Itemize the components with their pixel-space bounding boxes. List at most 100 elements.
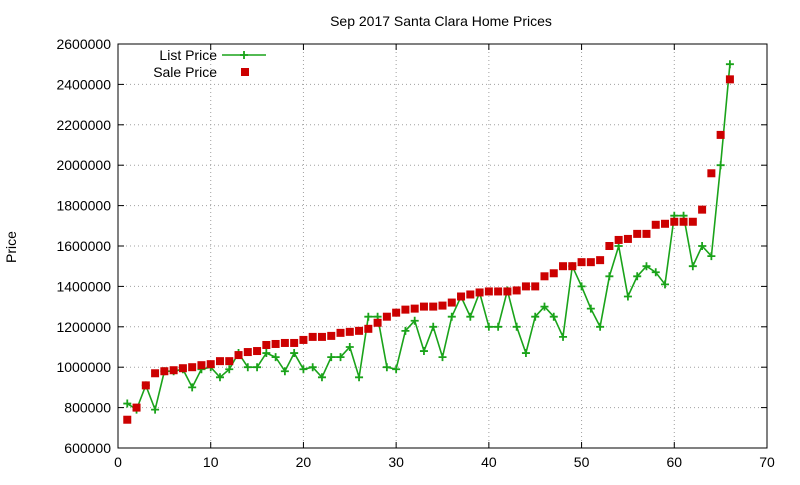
x-tick-label: 0 — [114, 454, 122, 470]
sale-price-point — [345, 327, 354, 336]
sale-price-point — [725, 75, 734, 84]
sale-price-point — [132, 403, 141, 412]
list-price-point — [707, 252, 716, 261]
list-price-point — [299, 365, 308, 374]
y-tick-label: 1800000 — [56, 198, 111, 214]
y-tick-label: 2200000 — [56, 117, 111, 133]
sale-price-point — [392, 308, 401, 317]
sale-price-point — [559, 262, 568, 271]
sale-price-point — [123, 415, 132, 424]
sale-price-point — [327, 331, 336, 340]
sale-price-point — [642, 229, 651, 238]
list-price-point — [355, 373, 364, 382]
list-price-point — [345, 343, 354, 351]
list-price-point — [290, 349, 299, 358]
list-price-point — [336, 353, 345, 362]
x-tick-label: 20 — [296, 454, 312, 470]
list-price-point — [623, 292, 632, 301]
list-price-point — [401, 326, 410, 335]
list-price-point — [280, 367, 289, 376]
sale-price-point — [531, 282, 540, 291]
sale-price-point — [382, 312, 391, 321]
sale-price-point — [234, 351, 243, 360]
sale-price-point — [290, 338, 299, 347]
sale-price-point — [151, 369, 160, 378]
list-price-point — [410, 316, 419, 325]
sale-price-point — [661, 219, 670, 228]
sale-price-point — [271, 339, 280, 348]
list-price-point — [577, 282, 586, 291]
list-price-point — [188, 383, 197, 392]
list-price-point — [308, 363, 317, 372]
sale-price-point — [614, 235, 623, 244]
sale-price-point — [484, 287, 493, 296]
sale-price-point — [447, 298, 456, 307]
list-price-point — [651, 268, 660, 277]
list-price-point — [559, 332, 568, 341]
sale-price-point — [206, 360, 215, 369]
list-price-point — [225, 365, 234, 374]
list-price-point — [271, 353, 280, 362]
list-price-point — [549, 312, 558, 321]
y-tick-label: 1600000 — [56, 238, 111, 254]
list-price-line — [126, 64, 731, 413]
list-price-point — [642, 262, 651, 271]
sale-price-point — [457, 292, 466, 301]
list-price-point — [466, 312, 475, 321]
sale-price-point — [698, 205, 707, 214]
sale-price-point — [160, 367, 169, 376]
sale-price-point — [401, 305, 410, 314]
y-tick-label: 2000000 — [56, 157, 111, 173]
sale-price-point — [355, 326, 364, 335]
list-price-point — [484, 322, 493, 331]
list-price-point — [512, 322, 521, 331]
list-price-point — [605, 272, 614, 281]
sale-price-point — [540, 272, 549, 281]
list-price-point — [494, 322, 503, 331]
legend-label-list-price: List Price — [159, 47, 217, 63]
sale-price-point — [243, 348, 252, 357]
sale-price-point — [317, 332, 326, 341]
list-price-point — [688, 262, 697, 271]
sale-price-point — [308, 332, 317, 341]
list-price-point — [586, 304, 595, 313]
y-tick-label: 800000 — [64, 400, 111, 416]
sale-price-point — [280, 338, 289, 347]
list-price-point — [419, 347, 428, 356]
y-tick-label: 2600000 — [56, 36, 111, 52]
sale-price-point — [336, 328, 345, 337]
sale-price-point — [364, 324, 373, 333]
list-price-point — [151, 405, 160, 414]
list-price-point — [438, 353, 447, 362]
list-price-point — [698, 242, 707, 250]
y-axis-label: Price — [3, 231, 19, 263]
y-tick-label: 600000 — [64, 440, 111, 456]
y-tick-label: 2400000 — [56, 76, 111, 92]
sale-price-point — [299, 335, 308, 344]
sale-price-point — [225, 357, 234, 366]
x-tick-label: 30 — [388, 454, 404, 470]
x-tick-label: 40 — [481, 454, 497, 470]
sale-price-point — [169, 366, 178, 375]
list-price-point — [429, 322, 438, 331]
list-price-point — [596, 322, 605, 331]
x-tick-label: 60 — [666, 454, 682, 470]
list-price-point — [215, 373, 224, 382]
sale-price-point — [438, 301, 447, 310]
y-tick-label: 1400000 — [56, 278, 111, 294]
sale-price-point — [215, 357, 224, 366]
sale-price-point — [596, 256, 605, 265]
sale-price-point — [197, 361, 206, 370]
sale-price-point — [688, 217, 697, 226]
sale-price-point — [577, 258, 586, 267]
sale-price-point — [512, 286, 521, 295]
list-price-point — [123, 399, 132, 408]
series — [123, 60, 734, 424]
sale-price-point — [670, 217, 679, 226]
list-price-point — [243, 363, 252, 372]
y-tick-label: 1000000 — [56, 359, 111, 375]
list-price-point — [253, 363, 262, 372]
x-tick-label: 50 — [574, 454, 590, 470]
sale-price-point — [373, 318, 382, 327]
